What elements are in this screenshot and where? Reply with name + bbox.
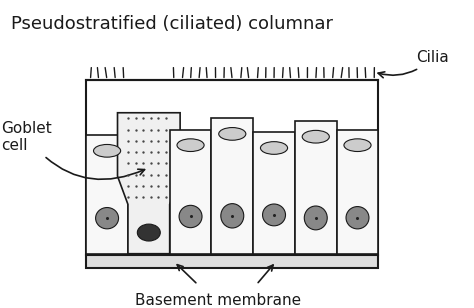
Polygon shape <box>86 135 128 254</box>
Ellipse shape <box>177 139 204 152</box>
Polygon shape <box>118 113 180 254</box>
Ellipse shape <box>304 206 327 230</box>
Ellipse shape <box>346 207 369 229</box>
Text: Goblet
cell: Goblet cell <box>1 120 145 179</box>
Ellipse shape <box>96 208 118 229</box>
Polygon shape <box>86 255 378 268</box>
Ellipse shape <box>179 205 202 228</box>
Ellipse shape <box>263 204 285 226</box>
Ellipse shape <box>260 142 288 154</box>
Polygon shape <box>170 130 211 254</box>
Ellipse shape <box>302 130 329 143</box>
Polygon shape <box>337 130 378 254</box>
Text: Cilia: Cilia <box>378 50 449 78</box>
Text: Pseudostratified (ciliated) columnar: Pseudostratified (ciliated) columnar <box>11 15 333 34</box>
Ellipse shape <box>219 128 246 140</box>
Ellipse shape <box>93 144 121 157</box>
Ellipse shape <box>221 204 244 228</box>
Ellipse shape <box>137 224 160 241</box>
Polygon shape <box>211 118 253 254</box>
Text: Basement membrane: Basement membrane <box>135 293 301 308</box>
Polygon shape <box>253 132 295 254</box>
Polygon shape <box>295 121 337 254</box>
Ellipse shape <box>344 139 371 152</box>
